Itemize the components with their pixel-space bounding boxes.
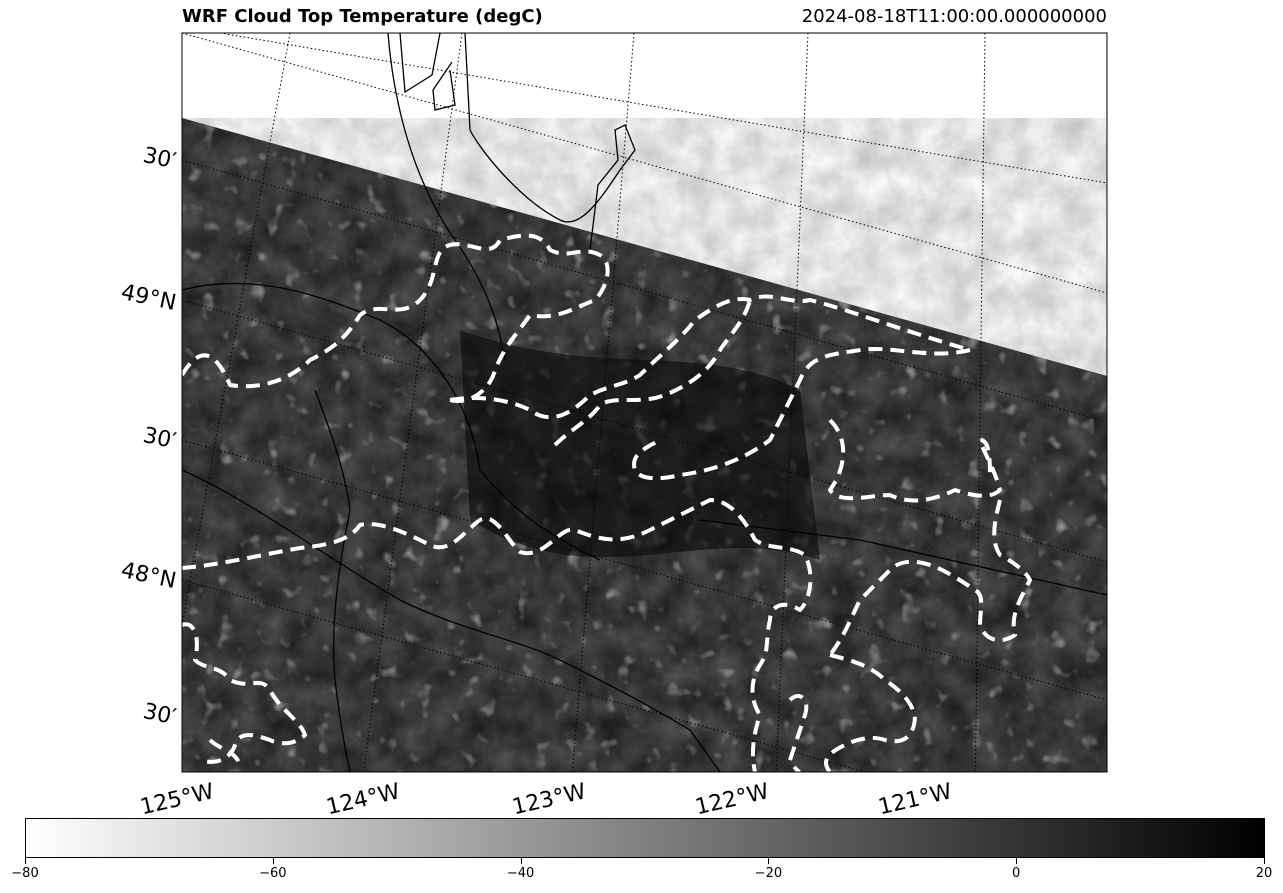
plot-title: WRF Cloud Top Temperature (degC) (182, 6, 543, 27)
colorbar-tick-label: −40 (506, 866, 535, 881)
colorbar-tick (768, 858, 770, 864)
colorbar (25, 818, 1265, 858)
colorbar-tick-label: 0 (1012, 866, 1021, 881)
valid-time: 2024-08-18T11:00:00.000000000 (801, 6, 1107, 27)
colorbar-tick-label: −60 (259, 866, 287, 881)
colorbar-tick-label: −80 (11, 866, 39, 881)
coastline (182, 33, 1107, 772)
colorbar-tick (520, 858, 522, 864)
colorbar-tick-label: −20 (754, 866, 783, 881)
colorbar-tick (1016, 858, 1018, 864)
cold-band (460, 330, 820, 560)
contour-lines (182, 233, 1032, 772)
colorbar-tick-label: 20 (1255, 866, 1273, 881)
colorbar-tick (25, 858, 26, 864)
colorbar-tick (1264, 858, 1265, 864)
colorbar-tick (272, 858, 274, 864)
map-frame (181, 32, 1108, 773)
